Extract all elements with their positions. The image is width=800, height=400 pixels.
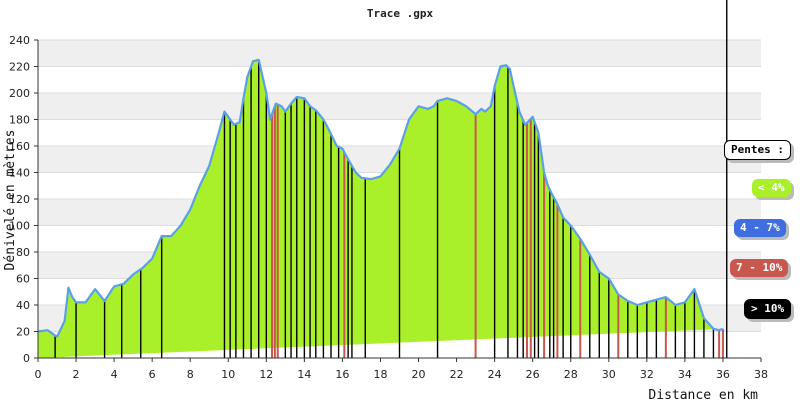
- x-tick-label: 12: [259, 368, 273, 381]
- x-tick-label: 16: [335, 368, 349, 381]
- x-tick-label: 20: [412, 368, 426, 381]
- grid-band: [38, 119, 761, 146]
- y-tick-label: 240: [9, 34, 30, 47]
- y-tick-label: 180: [9, 114, 30, 127]
- y-tick-label: 20: [16, 326, 30, 339]
- y-tick-labels: 0 20 40 60 80 100 120 140 160 180 200 220 240: [9, 34, 38, 365]
- x-tick-label: 32: [640, 368, 654, 381]
- x-tick-label: 14: [297, 368, 311, 381]
- y-tick-label: 160: [9, 140, 30, 153]
- legend-item-4-7: 4 - 7%: [734, 219, 786, 237]
- x-tick-label: 0: [35, 368, 42, 381]
- legend-item-lt4: < 4%: [752, 179, 791, 197]
- legend-item-gt10: > 10%: [744, 299, 792, 319]
- x-tick-label: 18: [373, 368, 387, 381]
- x-tick-label: 26: [526, 368, 540, 381]
- legend-item-7-10: 7 - 10%: [730, 259, 789, 277]
- x-axis-label: Distance en km: [648, 388, 758, 400]
- chart-title: Trace .gpx: [367, 7, 434, 20]
- elevation-line: [37, 58, 724, 338]
- grid-band: [38, 40, 761, 67]
- legend-title: Pentes :: [724, 140, 791, 160]
- y-tick-label: 140: [9, 167, 30, 180]
- x-tick-label: 4: [111, 368, 118, 381]
- x-tick-label: 30: [602, 368, 616, 381]
- x-tick-label: 2: [73, 368, 80, 381]
- slope-bars: [44, 0, 728, 358]
- grid-band: [38, 93, 761, 120]
- y-tick-label: 100: [9, 220, 30, 233]
- elevation-fill: [38, 59, 723, 358]
- y-tick-label: 0: [23, 352, 30, 365]
- x-tick-label: 8: [187, 368, 194, 381]
- x-tick-label: 22: [450, 368, 464, 381]
- x-tick-label: 36: [716, 368, 730, 381]
- x-tick-labels: 0 2 4 6 8 10 12 14 16 18 20 22 24 26 28 30 32 34 36 38: [35, 358, 768, 381]
- x-tick-label: 24: [488, 368, 502, 381]
- elevation-area: [38, 59, 723, 358]
- x-tick-label: 28: [564, 368, 578, 381]
- y-tick-label: 40: [16, 299, 30, 312]
- elevation-profile: [37, 58, 724, 338]
- y-tick-label: 120: [9, 193, 30, 206]
- x-tick-label: 10: [221, 368, 235, 381]
- y-tick-label: 60: [16, 273, 30, 286]
- y-axis-label: Dénivelé en mètres: [3, 130, 18, 271]
- x-tick-label: 38: [754, 368, 768, 381]
- y-tick-label: 80: [16, 246, 30, 259]
- x-tick-label: 6: [149, 368, 156, 381]
- grid-band: [38, 66, 761, 93]
- y-tick-label: 200: [9, 87, 30, 100]
- y-tick-label: 220: [9, 61, 30, 74]
- x-tick-label: 34: [678, 368, 692, 381]
